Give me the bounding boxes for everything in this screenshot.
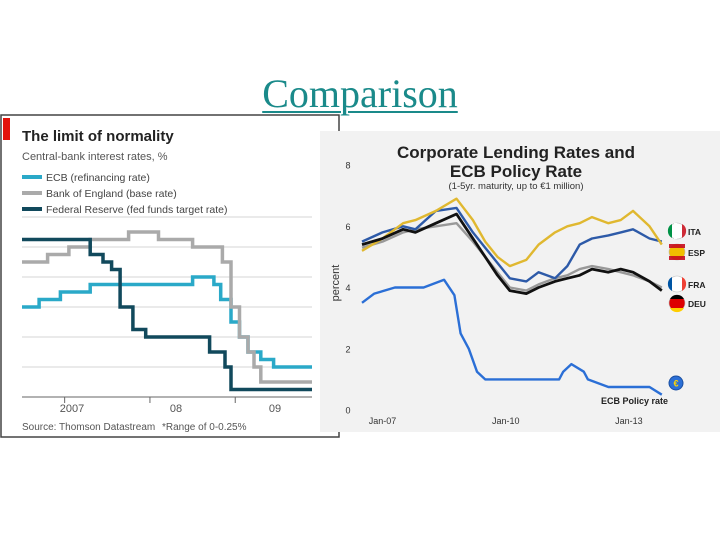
right-chart-title-line2: ECB Policy Rate — [450, 162, 582, 181]
left-chart-title: The limit of normality — [22, 128, 174, 145]
left-legend: ECB (refinancing rate) Bank of England (… — [22, 172, 228, 216]
right-y-tick-0: 0 — [345, 406, 350, 416]
ecb-policy-rate-label: ECB Policy rate — [601, 396, 668, 406]
france-flag-icon — [667, 275, 687, 293]
left-x-ticks: 2007 08 09 — [60, 397, 281, 415]
right-series-deu — [361, 212, 663, 296]
right-x-tick-jan-10: Jan-10 — [492, 416, 520, 426]
series-label-deu: DEU — [688, 299, 706, 309]
svg-text:€: € — [673, 379, 678, 389]
country-flags: ITA ESP FRA DEU € — [667, 222, 706, 391]
series-label-fra: FRA — [688, 280, 705, 290]
brand-tag — [3, 118, 10, 140]
right-y-axis-label: percent — [330, 265, 342, 302]
left-series-bank-of-england-base-rate — [22, 230, 312, 384]
left-series-ecb-refinancing-rate — [22, 275, 312, 369]
right-y-ticks: 0 2 4 6 8 — [345, 161, 350, 416]
right-series-esp — [361, 197, 663, 268]
right-x-tick-jan-13: Jan-13 — [615, 416, 643, 426]
left-chart-source: Source: Thomson Datastream — [22, 422, 155, 433]
right-series-group — [361, 197, 663, 396]
left-series-group — [22, 230, 312, 392]
legend-swatch-ecb — [22, 175, 42, 179]
right-chart-subtitle: (1-5yr. maturity, up to €1 million) — [449, 181, 584, 192]
slide-title: Comparison — [262, 71, 458, 116]
legend-swatch-fed — [22, 207, 42, 211]
series-label-esp: ESP — [688, 248, 705, 258]
corporate-lending-rates-chart: Corporate Lending Rates and ECB Policy R… — [320, 131, 720, 432]
spain-flag-icon — [668, 243, 686, 261]
italy-flag-icon — [667, 222, 687, 240]
left-chart-subtitle: Central-bank interest rates, % — [22, 151, 168, 163]
series-label-ita: ITA — [688, 227, 701, 237]
left-x-tick-08: 08 — [170, 403, 182, 415]
right-x-tick-jan-07: Jan-07 — [369, 416, 397, 426]
euro-icon: € — [668, 375, 684, 391]
right-y-tick-2: 2 — [345, 344, 350, 354]
legend-label-ecb: ECB (refinancing rate) — [46, 172, 150, 184]
right-chart-title-line1: Corporate Lending Rates and — [397, 143, 635, 162]
right-y-tick-6: 6 — [345, 222, 350, 232]
central-bank-rates-chart: The limit of normality Central-bank inte… — [0, 114, 340, 438]
right-series-ecb-policy-rate — [361, 278, 663, 396]
legend-label-boe: Bank of England (base rate) — [46, 188, 177, 200]
right-chart-background — [320, 131, 720, 432]
legend-swatch-boe — [22, 191, 42, 195]
left-chart-note: *Range of 0-0.25% — [162, 422, 247, 433]
left-series-federal-reserve-fed-funds-target-rate — [22, 237, 312, 392]
left-x-tick-2007: 2007 — [60, 403, 84, 415]
right-series-ita — [361, 206, 663, 283]
right-x-ticks: Jan-07 Jan-10 Jan-13 — [369, 416, 643, 426]
legend-label-fed: Federal Reserve (fed funds target rate) — [46, 204, 228, 216]
germany-flag-icon — [668, 294, 686, 313]
left-x-tick-09: 09 — [269, 403, 281, 415]
right-y-tick-8: 8 — [345, 161, 350, 171]
right-y-tick-4: 4 — [345, 283, 350, 293]
